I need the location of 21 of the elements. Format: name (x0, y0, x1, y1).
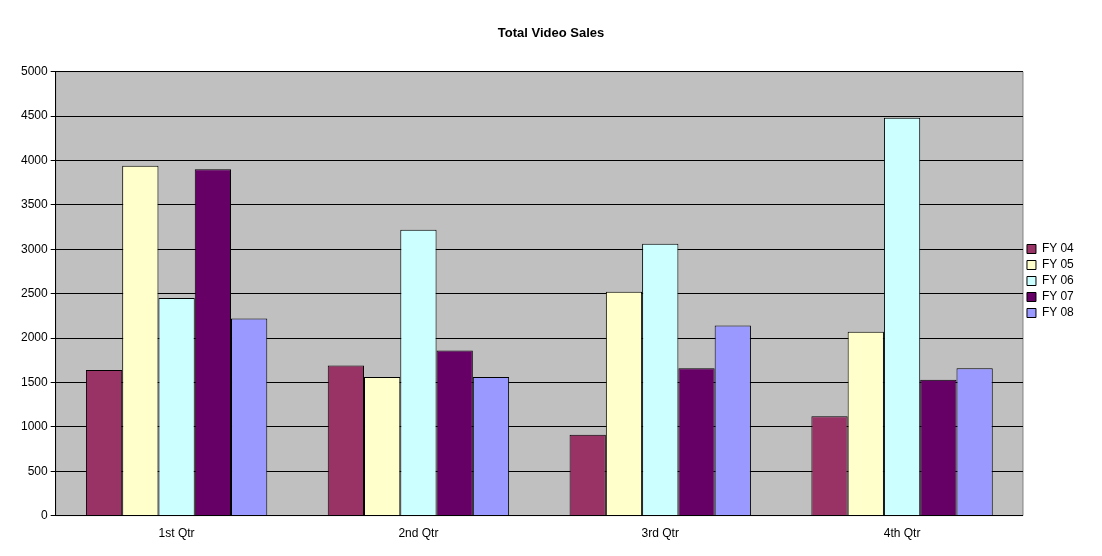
x-tick-label: 2nd Qtr (398, 526, 439, 541)
y-tick-label: 5000 (20, 63, 49, 78)
x-tick-label: 3rd Qtr (641, 526, 679, 541)
legend-label: FY 08 (1041, 305, 1075, 320)
y-tick-label: 1500 (20, 374, 49, 389)
legend-label: FY 04 (1041, 241, 1075, 256)
y-tick-label: 3500 (20, 197, 49, 212)
y-tick-label: 4500 (20, 108, 49, 123)
y-tick-label: 4000 (20, 152, 49, 167)
legend-label: FY 05 (1041, 257, 1075, 272)
x-tick-label: 1st Qtr (158, 526, 195, 541)
y-tick-label: 1000 (20, 419, 49, 434)
y-tick-label: 2500 (20, 285, 49, 300)
y-tick-label: 2000 (20, 330, 49, 345)
x-tick-label: 4th Qtr (883, 526, 921, 541)
legend-label: FY 07 (1041, 289, 1075, 304)
y-tick-label: 0 (41, 507, 49, 522)
y-tick-label: 3000 (20, 241, 49, 256)
legend-label: FY 06 (1041, 273, 1075, 288)
chart-title: Total Video Sales (497, 25, 605, 41)
y-tick-label: 500 (27, 463, 49, 478)
